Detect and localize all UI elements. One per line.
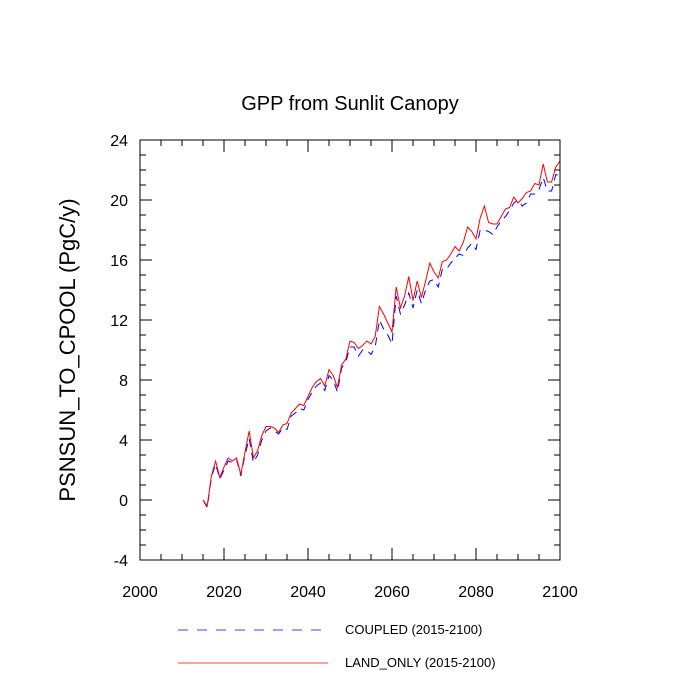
chart-title: GPP from Sunlit Canopy	[241, 93, 459, 115]
x-tick-label: 2000	[122, 584, 158, 601]
x-tick-label: 2060	[374, 584, 410, 601]
series-line-coupled	[202, 173, 561, 510]
legend-label-coupled: COUPLED (2015-2100)	[345, 622, 482, 637]
y-tick-label: 20	[110, 193, 128, 210]
x-tick-label: 2100	[542, 584, 578, 601]
axis-ticks	[139, 139, 561, 561]
series-lines	[202, 160, 561, 510]
legend: COUPLED (2015-2100) LAND_ONLY (2015-2100…	[178, 622, 496, 670]
legend-label-land-only: LAND_ONLY (2015-2100)	[345, 655, 496, 670]
y-tick-labels: -4 0 4 8 12 16 20 24	[110, 133, 128, 570]
y-tick-label: 16	[110, 253, 128, 270]
plot-frame	[139, 139, 561, 561]
y-tick-label: -4	[114, 553, 128, 570]
x-tick-labels: 2000 2020 2040 2060 2080 2100	[122, 584, 578, 601]
y-tick-label: 24	[110, 133, 128, 150]
y-tick-label: 0	[119, 493, 128, 510]
x-tick-label: 2020	[206, 584, 242, 601]
series-line-land-only	[202, 160, 561, 508]
y-axis-label: PSNSUN_TO_CPOOL (PgC/y)	[55, 198, 80, 501]
y-tick-label: 8	[119, 373, 128, 390]
y-tick-label: 12	[110, 313, 128, 330]
x-tick-label: 2040	[290, 584, 326, 601]
y-tick-label: 4	[119, 433, 128, 450]
x-tick-label: 2080	[458, 584, 494, 601]
